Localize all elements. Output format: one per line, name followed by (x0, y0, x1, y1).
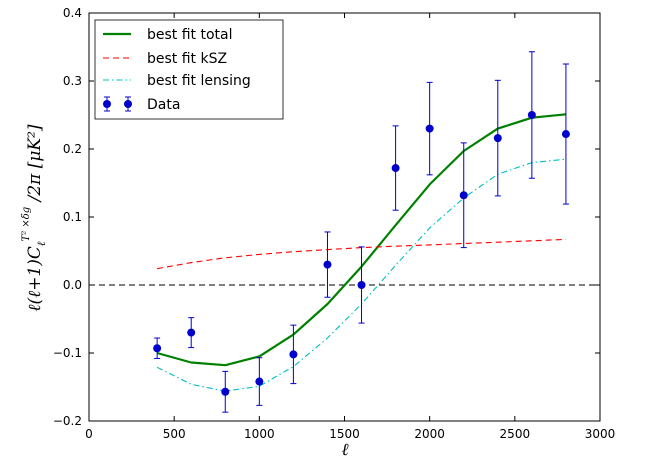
data-point (289, 350, 298, 359)
data-point (323, 260, 332, 269)
data-point (357, 281, 366, 289)
data-points (153, 51, 570, 413)
x-axis-label: ℓ (341, 440, 348, 460)
y-tick-label: 0.1 (63, 210, 82, 224)
x-tick-label: 2000 (414, 427, 445, 441)
y-tick-label: 0.2 (63, 142, 82, 156)
data-point (425, 124, 434, 133)
x-tick-label: 1500 (329, 427, 360, 441)
x-tick-label: 0 (85, 427, 93, 441)
y-tick-label: 0.0 (63, 278, 82, 292)
y-tick-label: −0.2 (53, 414, 82, 428)
data-point (187, 328, 196, 337)
data-point (391, 164, 400, 173)
data-point (527, 111, 536, 119)
y-tick-label: 0.3 (63, 74, 82, 88)
legend-label-total: best fit total (147, 27, 233, 43)
legend-label-data: Data (147, 97, 180, 113)
y-axis-label: ℓ(ℓ+1)CℓT² ×δg /2π [μK²] (21, 124, 48, 311)
legend: best fit total best fit kSZ best fit len… (94, 19, 284, 120)
x-tick-label: 1000 (244, 427, 275, 441)
y-tick-label: 0.4 (63, 6, 82, 20)
legend-label-lensing: best fit lensing (147, 73, 251, 89)
data-point (493, 134, 502, 143)
legend-label-ksz: best fit kSZ (147, 51, 227, 67)
data-point (153, 344, 162, 353)
x-tick-label: 500 (163, 427, 186, 441)
y-tick-label: −0.1 (53, 346, 82, 360)
axis-ticks: 0 500 1000 1500 2000 2500 3000 −0.2 −0.1 0.0 0.1 0.… (53, 6, 615, 441)
data-point (221, 387, 230, 396)
x-tick-label: 2500 (500, 427, 531, 441)
data-point (561, 130, 570, 139)
data-point (459, 191, 468, 200)
legend-marker-data (103, 96, 132, 112)
data-point (255, 377, 264, 386)
x-tick-label: 3000 (585, 427, 616, 441)
